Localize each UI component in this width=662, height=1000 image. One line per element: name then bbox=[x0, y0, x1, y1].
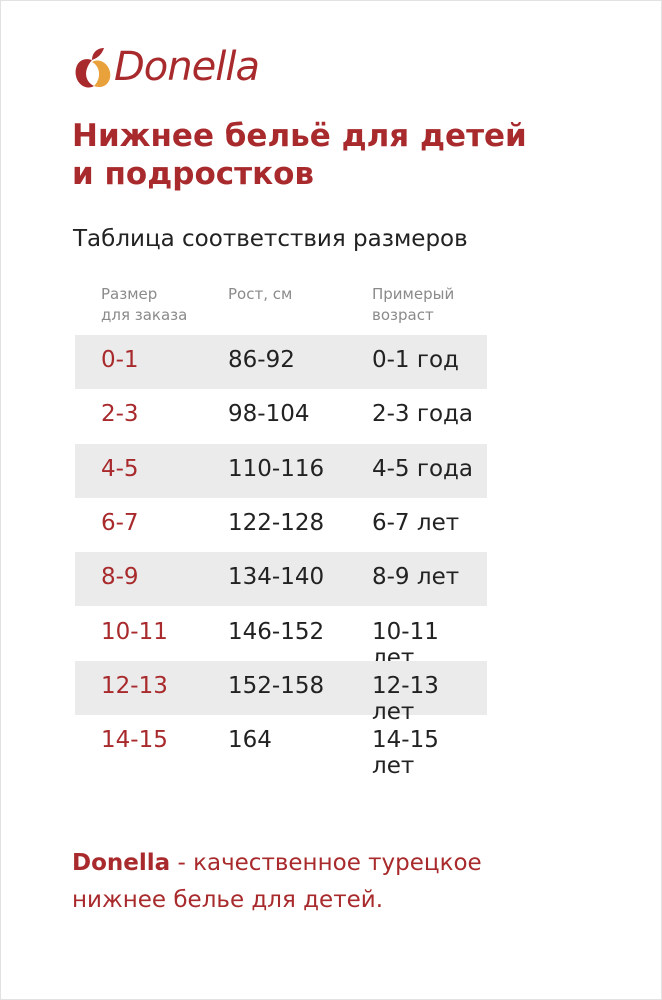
table-cell: 110-116 bbox=[228, 455, 325, 482]
table-cell: 152-158 bbox=[228, 672, 325, 699]
footer-line: Donella - качественное турецкое bbox=[72, 850, 482, 876]
table-cell: 8-9 лет bbox=[372, 564, 460, 591]
table-cell: 14-15 bbox=[101, 727, 168, 754]
table-cell: 2-3 bbox=[101, 401, 139, 428]
table-cell: 86-92 bbox=[228, 347, 295, 373]
footer-line: нижнее белье для детей. bbox=[72, 887, 384, 913]
footer-text: - качественное турецкое bbox=[177, 850, 482, 876]
table-row: 0-1 86-92 0-1 год bbox=[75, 335, 487, 389]
table-cell: 12-13 bbox=[101, 672, 168, 699]
table-row: 10-11 146-152 10-11 лет bbox=[75, 607, 487, 671]
header-line: Размер bbox=[101, 285, 158, 303]
table-cell: 134-140 bbox=[228, 564, 325, 591]
table-row: 8-9 134-140 8-9 лет bbox=[75, 552, 487, 607]
table-row: 2-3 98-104 2-3 года bbox=[75, 389, 487, 443]
table-cell: 12-13 лет bbox=[372, 672, 439, 725]
table-row: 6-7 122-128 6-7 лет bbox=[75, 498, 487, 552]
footer-brand: Donella bbox=[72, 850, 171, 876]
logo-icon bbox=[75, 48, 111, 88]
table-cell: 122-128 bbox=[228, 509, 325, 536]
table-cell: 10-11 bbox=[101, 618, 168, 645]
table-cell: 8-9 bbox=[101, 564, 139, 591]
header-cell: Размер для заказа bbox=[101, 284, 187, 326]
table-cell: 2-3 года bbox=[372, 401, 474, 428]
subtitle: Таблица соответствия размеров bbox=[73, 226, 468, 252]
table-cell: 98-104 bbox=[228, 401, 310, 428]
title-line: Нижнее бельё для детей bbox=[72, 118, 527, 154]
logo-text: Donella bbox=[114, 44, 260, 90]
table-cell: 4-5 bbox=[101, 455, 139, 482]
table-cell: 0-1 год bbox=[372, 347, 459, 373]
table-cell: 164 bbox=[228, 727, 272, 754]
table-row: 14-15 164 14-15 лет bbox=[75, 715, 487, 779]
table-cell: 6-7 bbox=[101, 509, 139, 536]
table-cell: 0-1 bbox=[101, 347, 139, 373]
header-line: возраст bbox=[372, 306, 434, 324]
header-line: Рост, см bbox=[228, 285, 293, 303]
header-cell: Примерый возраст bbox=[372, 284, 454, 326]
table-row: 12-13 152-158 12-13 лет bbox=[75, 660, 487, 725]
title-line: и подростков bbox=[72, 156, 315, 192]
table-row: 4-5 110-116 4-5 года bbox=[75, 443, 487, 498]
header-line: для заказа bbox=[101, 306, 188, 324]
table-cell: 6-7 лет bbox=[372, 509, 460, 536]
table-cell: 4-5 года bbox=[372, 455, 474, 482]
header-line: Примерый bbox=[372, 285, 455, 303]
table-cell: 146-152 bbox=[228, 618, 325, 645]
header-cell: Рост, см bbox=[228, 284, 292, 305]
table-cell: 14-15 лет bbox=[372, 727, 439, 780]
